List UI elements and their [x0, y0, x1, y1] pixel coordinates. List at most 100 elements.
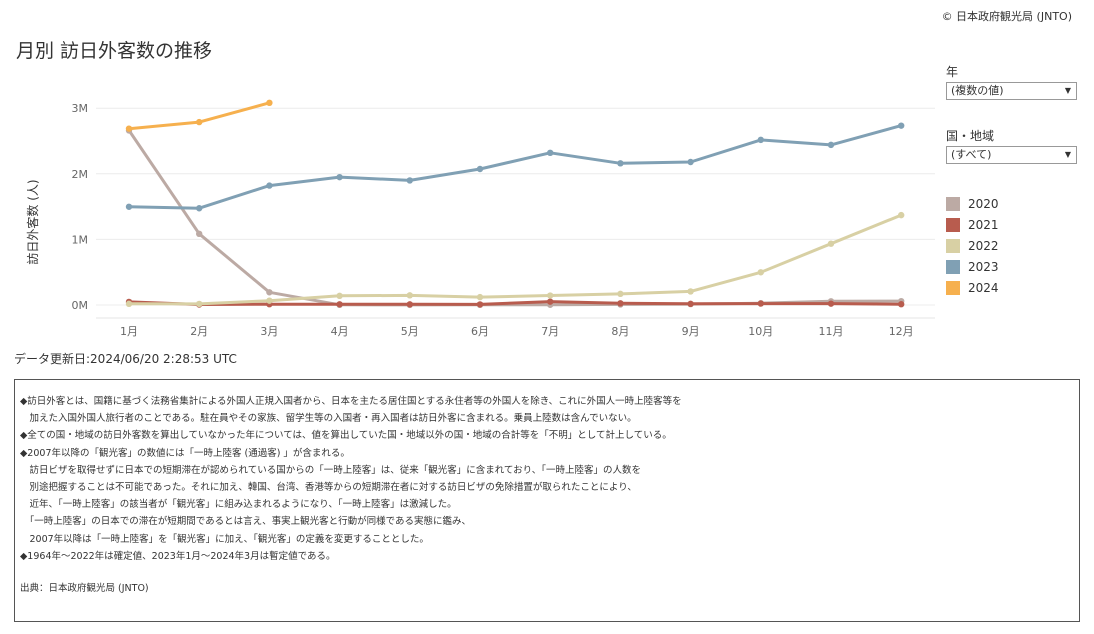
y-tick-label: 2M [72, 168, 89, 181]
data-point [406, 292, 413, 299]
y-tick-label: 1M [72, 233, 89, 246]
chevron-down-icon: ▼ [1064, 150, 1071, 159]
data-point [827, 141, 835, 149]
x-tick-label: 11月 [819, 325, 844, 338]
note-line: ◆訪日外客とは、国籍に基づく法務省集計による外国人正規入国者から、日本を主たる居… [20, 396, 682, 407]
note-line: 「一時上陸客」の日本での滞在が短期間であるとは言え、事実上観光客と行動が同様であ… [20, 516, 472, 528]
data-point [196, 118, 203, 126]
note-line: 加えた入国外国人旅行者のことである。駐在員やその家族、留学生等の入国者・再入国者… [20, 413, 637, 425]
x-tick-label: 4月 [331, 325, 349, 338]
x-tick-label: 1月 [120, 325, 138, 338]
data-point [687, 288, 694, 295]
legend-label: 2021 [968, 217, 999, 232]
source-credit: 出典：日本政府観光局 (JNTO) [20, 583, 149, 595]
note-line: ◆1964年～2022年は確定値、2023年1月～2024年3月は暫定値である。 [20, 550, 336, 562]
y-axis-title: 訪日外客数 (人) [25, 179, 40, 264]
region-filter-dropdown[interactable]: (すべて) ▼ [946, 146, 1077, 164]
data-point [336, 292, 343, 300]
data-point [406, 301, 413, 308]
note-line: 別途把握することは不可能であった。それに加え、韓国、台湾、香港等からの短期滞在者… [20, 482, 637, 494]
data-point [617, 290, 624, 298]
data-point [196, 230, 203, 238]
note-line: ◆全ての国・地域の訪日外客数を算出していなかった年については、値を算出していた国… [20, 430, 672, 442]
data-point [757, 136, 764, 144]
data-point [617, 160, 624, 167]
x-tick-label: 7月 [541, 325, 559, 338]
series-2020 [125, 127, 905, 309]
page-title: 月別 訪日外客数の推移 [16, 40, 213, 62]
region-filter-label: 国・地域 [946, 129, 995, 143]
year-filter-label: 年 [946, 65, 959, 79]
data-point [757, 269, 764, 276]
series-line [127, 129, 902, 307]
legend-swatch [946, 238, 960, 253]
data-point [336, 173, 343, 181]
series-2022 [125, 211, 905, 308]
y-tick-label: 3M [72, 102, 89, 115]
data-point [898, 122, 905, 129]
chart-legend: 2020 2021 2022 2023 2024 [946, 193, 999, 298]
chevron-down-icon: ▼ [1064, 86, 1071, 95]
line-chart: 0M 1M 2M 3M 1月 2月 3月 4月 5月 6月 7月 8月 9月 10月 11月 12月 訪日外客… [25, 99, 935, 338]
legend-item-2022[interactable]: 2022 [946, 235, 999, 256]
legend-swatch [946, 259, 960, 274]
year-filter-value: (複数の値) [951, 84, 1004, 97]
legend-item-2024[interactable]: 2024 [946, 277, 999, 298]
note-line: 2007年以降は「一時上陸客」を「観光客」に加え、「観光客」の定義を変更すること… [20, 533, 429, 545]
data-point [125, 300, 133, 308]
data-point [827, 300, 835, 307]
note-line: 訪日ビザを取得せずに日本での短期滞在が認められている国からの「一時上陸客」は、従… [20, 464, 642, 476]
copyright: © 日本政府観光局 (JNTO) [941, 10, 1072, 23]
x-tick-label: 9月 [682, 325, 700, 338]
series-line [128, 300, 902, 306]
legend-swatch [946, 217, 960, 232]
chart-series [125, 99, 905, 309]
legend-item-2023[interactable]: 2023 [946, 256, 999, 277]
data-updated-timestamp: データ更新日:2024/06/20 2:28:53 UTC [14, 352, 237, 366]
data-point [687, 158, 694, 166]
year-filter-dropdown[interactable]: (複数の値) ▼ [946, 82, 1077, 100]
data-point [547, 292, 554, 299]
x-tick-label: 3月 [260, 325, 278, 338]
legend-item-2021[interactable]: 2021 [946, 214, 999, 235]
x-tick-label: 12月 [889, 325, 914, 338]
series-line [128, 124, 902, 210]
region-filter-value: (すべて) [951, 148, 992, 161]
legend-label: 2023 [968, 259, 999, 274]
x-tick-label: 2月 [190, 325, 208, 338]
data-point [898, 211, 905, 219]
legend-label: 2022 [968, 238, 999, 253]
note-line: ◆2007年以降の「観光客」の数値には「一時上陸客 (通過客) 」が含まれる。 [20, 447, 350, 459]
data-point [266, 99, 273, 107]
data-point [547, 298, 554, 305]
series-line [128, 213, 902, 306]
data-point [196, 300, 203, 308]
data-point [196, 205, 203, 212]
series-2024 [125, 99, 273, 132]
legend-swatch [946, 280, 960, 295]
data-point [476, 293, 484, 301]
data-point [687, 300, 694, 308]
data-point [827, 240, 835, 247]
data-point [617, 300, 624, 307]
legend-swatch [946, 196, 960, 211]
legend-item-2020[interactable]: 2020 [946, 193, 999, 214]
data-point [757, 300, 764, 307]
legend-label: 2020 [968, 196, 999, 211]
x-tick-label: 6月 [471, 325, 489, 338]
legend-label: 2024 [968, 280, 999, 295]
x-tick-label: 5月 [401, 325, 419, 338]
data-point [125, 125, 133, 132]
x-tick-label: 10月 [748, 325, 773, 338]
data-point [547, 149, 554, 157]
data-point [336, 301, 343, 308]
data-point [266, 289, 273, 296]
data-point [266, 297, 273, 304]
notes-box: ◆訪日外客とは、国籍に基づく法務省集計による外国人正規入国者から、日本を主たる居… [14, 379, 1080, 622]
y-tick-label: 0M [72, 299, 89, 312]
data-point [266, 182, 273, 189]
data-point [125, 203, 133, 210]
data-point [406, 177, 413, 184]
series-2023 [125, 122, 905, 212]
data-point [898, 301, 905, 308]
